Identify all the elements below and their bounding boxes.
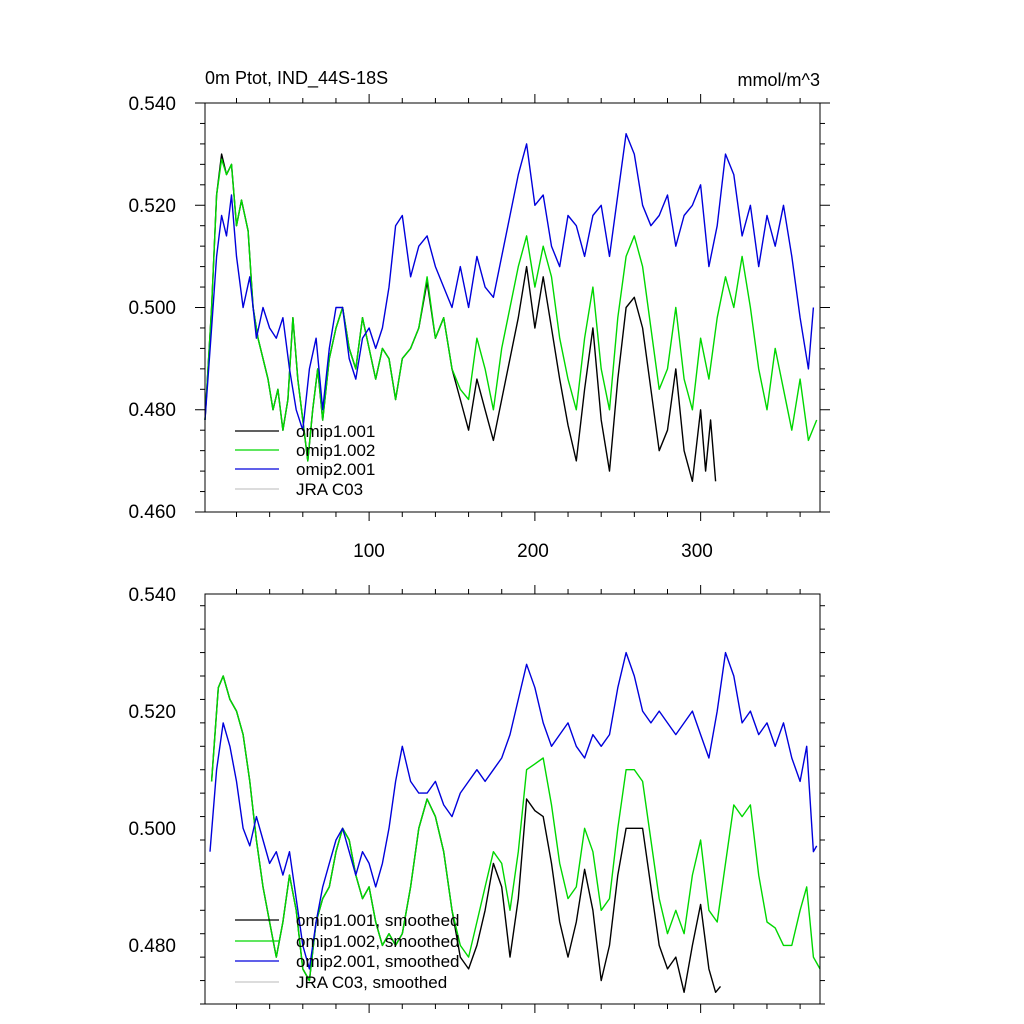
bottom-legend: omip1.001, smoothed omip1.002, smoothed … [235, 911, 460, 992]
legend-label: omip1.002 [296, 441, 375, 460]
legend-label: JRA C03, smoothed [296, 973, 447, 992]
top-plot-lines [204, 133, 818, 482]
top-ytick-label: 0.540 [128, 94, 176, 115]
legend-label: omip2.001 [296, 460, 375, 479]
top-legend: omip1.001 omip1.002 omip2.001 JRA C03 [235, 422, 375, 499]
top-ytick-label: 0.500 [128, 298, 176, 319]
top-xtick-label: 300 [681, 541, 713, 562]
bottom-ytick-label: 0.500 [128, 819, 176, 840]
bottom-series-line [210, 675, 821, 982]
legend-label: omip2.001, smoothed [296, 952, 460, 971]
bottom-ytick-label: 0.540 [128, 585, 176, 606]
top-xtick-label: 100 [353, 541, 385, 562]
bottom-series-line [210, 675, 722, 993]
bottom-plot-frame [204, 593, 821, 1005]
bottom-ytick-label: 0.480 [128, 936, 176, 957]
legend-label: omip1.001, smoothed [296, 911, 460, 930]
top-units: mmol/m^3 [738, 70, 820, 90]
top-title: 0m Ptot, IND_44S-18S [205, 68, 388, 89]
bottom-series-line [209, 651, 818, 970]
top-series-line [204, 133, 815, 431]
top-panel: 0m Ptot, IND_44S-18S mmol/m^3 0.540 0.52… [128, 68, 830, 562]
bottom-ytick-label: 0.520 [128, 702, 176, 723]
legend-label: omip1.001 [296, 422, 375, 441]
bottom-panel: 0.540 0.520 0.500 0.480 omip1.001, smoot… [128, 585, 825, 1013]
legend-label: omip1.002, smoothed [296, 932, 460, 951]
legend-label: JRA C03 [296, 480, 363, 499]
top-series-line [204, 153, 717, 482]
top-ytick-label: 0.520 [128, 196, 176, 217]
top-ytick-label: 0.460 [128, 502, 176, 523]
top-ytick-label: 0.480 [128, 400, 176, 421]
top-series-line [204, 158, 818, 462]
bottom-plot-lines [209, 651, 821, 993]
top-xtick-label: 200 [517, 541, 549, 562]
